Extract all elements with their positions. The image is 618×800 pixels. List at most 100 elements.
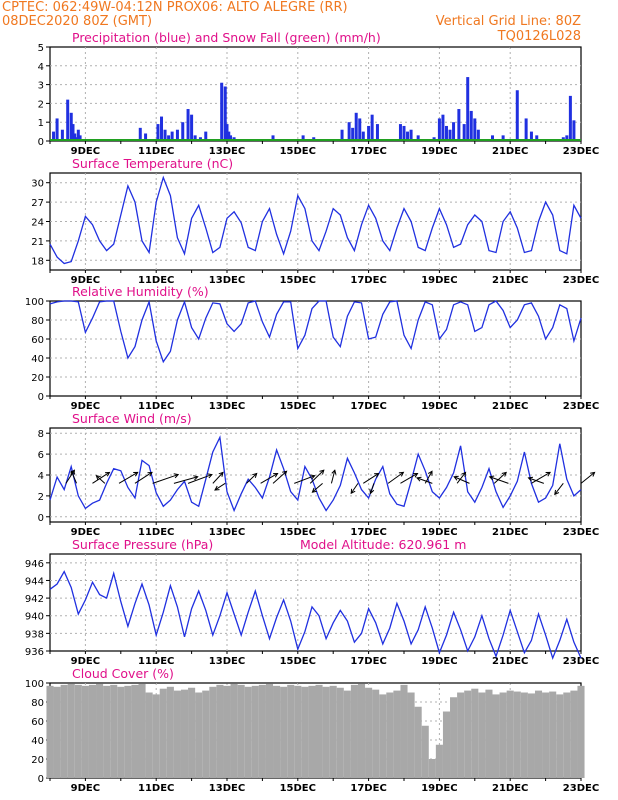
wind-x-tick-label: 17DEC [350, 527, 386, 538]
wind-arrow-shaft [212, 472, 224, 484]
cloud-bar [506, 690, 514, 778]
precip-bar [52, 131, 56, 141]
wind-arrow-head [398, 471, 405, 477]
humidity-frame [49, 300, 582, 397]
cloud-bar [513, 691, 521, 778]
cloud-bar [414, 706, 422, 778]
humidity-title: Relative Humidity (%) [72, 284, 209, 299]
precip-bar [229, 135, 233, 141]
wind-arrow-shaft [272, 470, 287, 484]
wind-x-tick-label: 19DEC [421, 527, 457, 538]
temp-x-tick-label: 19DEC [421, 275, 457, 286]
cloud-bar [478, 692, 486, 778]
precip-bar [441, 114, 445, 141]
wind-arrow-head [453, 475, 459, 481]
precip-bar [227, 131, 231, 141]
wind-arrow-shaft [370, 483, 375, 494]
precip-bar [370, 114, 374, 141]
cloud-bar [372, 689, 380, 778]
wind-arrow [554, 483, 564, 496]
precip-bar [347, 122, 351, 141]
precip-bar [358, 118, 362, 141]
precip-x-tick-label: 23DEC [563, 146, 599, 157]
wind-arrow [95, 475, 106, 484]
wind-arrow [456, 471, 467, 484]
cloud-bar [442, 711, 451, 778]
wind-arrow-head [590, 471, 596, 477]
wind-arrow [152, 473, 180, 484]
temp-x-tick-label: 11DEC [138, 275, 174, 286]
wind-arrow-shaft [554, 483, 564, 495]
wind-arrow-head [193, 475, 199, 481]
cloud-y-tick-label: 0 [38, 774, 44, 785]
wind-arrow-shaft [214, 482, 226, 491]
precip-bar [193, 135, 197, 141]
wind-arrow-head [331, 469, 337, 475]
cloud-bar [357, 683, 366, 778]
cloud-bar [53, 686, 61, 778]
precip-bar [529, 131, 533, 141]
wind-arrow [453, 475, 470, 484]
cloud-bar [563, 692, 571, 778]
precip-bar [524, 118, 528, 141]
pressure-x-tick-label: 17DEC [350, 656, 386, 667]
header-code: TQ0126L028 [497, 29, 581, 44]
wind-arrow-head [173, 473, 180, 479]
cloud-bar [152, 694, 160, 778]
wind-arrow-head [319, 469, 325, 475]
precip-bar [361, 131, 365, 141]
wind-arrow-head [104, 471, 111, 477]
wind-arrow [330, 469, 337, 484]
precip-bar [466, 77, 470, 141]
cloud-bar [549, 691, 557, 778]
wind-arrow-head [252, 472, 258, 478]
precip-bar [55, 118, 59, 141]
precip-bar [469, 110, 473, 141]
cloud-bar [96, 683, 104, 778]
humidity-x-tick-label: 21DEC [492, 401, 528, 412]
precip-bar [60, 129, 64, 141]
precip-bar [515, 90, 519, 141]
temp-x-tick-label: 17DEC [350, 275, 386, 286]
pressure-x-tick-label: 23DEC [563, 656, 599, 667]
wind-arrow-shaft [118, 471, 138, 484]
precip-bar [170, 131, 174, 141]
cloud-x-tick-label: 21DEC [492, 783, 528, 794]
precip-x-tick-label: 21DEC [492, 146, 528, 157]
cloud-bar [379, 694, 387, 778]
wind-arrow-head [427, 470, 433, 476]
precip-bar [190, 114, 194, 141]
precip-bar [223, 86, 227, 141]
precip-bar [340, 129, 344, 141]
precip-bar [473, 118, 477, 141]
wind-arrow-head [214, 485, 220, 491]
cloud-x-tick-label: 9DEC [71, 783, 100, 794]
cloud-bar [46, 685, 54, 778]
cloud-bar [577, 685, 585, 778]
wind-arrow [294, 474, 316, 484]
wind-arrow [363, 472, 380, 484]
precip-bar [457, 109, 461, 141]
wind-arrow-head [545, 471, 551, 477]
cloud-x-tick-label: 19DEC [421, 783, 457, 794]
temp-panel: 9DEC 11DEC 13DEC 15DEC 17DEC 19DEC 21DEC 23DEC 1… [31, 156, 599, 286]
precip-y-tick-label: 3 [38, 81, 44, 92]
cloud-bar [570, 690, 578, 778]
wind-arrow-shaft [309, 469, 325, 484]
wind-arrow-shaft [134, 471, 153, 484]
temp-y-tick-label: 18 [31, 256, 44, 267]
precip-bar [76, 129, 80, 141]
cloud-bar [145, 692, 153, 778]
cloud-bar [273, 685, 281, 778]
cloud-bar [117, 686, 125, 778]
wind-arrow-shaft [528, 477, 544, 484]
cloud-bar [209, 686, 217, 778]
wind-arrow-head [147, 471, 153, 477]
precip-bar [354, 112, 358, 141]
humidity-x-tick-label: 11DEC [138, 401, 174, 412]
pressure-y-tick-label: 938 [25, 629, 44, 640]
cloud-bar [542, 692, 550, 778]
cloud-bar [60, 684, 68, 778]
temp-y-tick-label: 30 [31, 179, 44, 190]
wind-arrow-head [95, 475, 101, 481]
